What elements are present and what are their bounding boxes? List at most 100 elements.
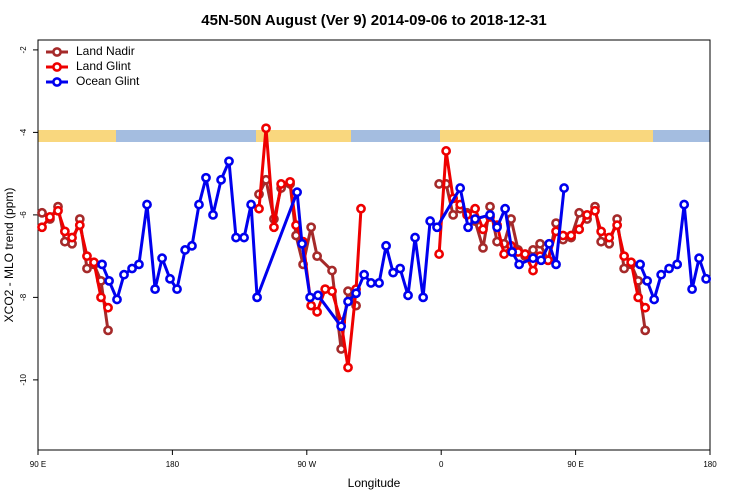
y-tick-label: -8 (19, 293, 28, 301)
data-point (619, 263, 630, 274)
data-point (551, 259, 561, 270)
data-point (297, 238, 307, 249)
data-point (285, 176, 295, 187)
data-point (388, 267, 399, 278)
data-point (528, 265, 538, 276)
x-tick-label: 180 (166, 460, 180, 469)
data-point (582, 209, 592, 220)
data-point (596, 226, 607, 237)
land-ocean-strip (38, 130, 710, 142)
x-tick-label: 90 W (297, 460, 316, 469)
data-point (351, 288, 361, 299)
data-point (633, 292, 644, 303)
data-point (366, 278, 376, 288)
data-point (261, 123, 271, 134)
data-point (127, 263, 137, 274)
data-point (551, 218, 561, 229)
data-point (172, 284, 182, 295)
data-point (112, 294, 122, 305)
data-point (434, 249, 445, 259)
data-point (97, 259, 107, 270)
data-point (418, 292, 429, 303)
data-point (664, 263, 674, 274)
data-point (499, 249, 509, 259)
data-point (180, 245, 190, 255)
data-point (67, 232, 77, 243)
data-point (381, 240, 391, 251)
data-point (201, 172, 211, 183)
data-point (520, 249, 531, 259)
data-point (246, 199, 256, 210)
legend-marker (52, 77, 62, 87)
data-point (536, 255, 547, 266)
data-point (619, 251, 630, 262)
y-tick-label: -2 (19, 46, 28, 54)
chart-title: 45N-50N August (Ver 9) 2014-09-06 to 201… (201, 12, 546, 29)
data-point (89, 257, 99, 268)
data-point (470, 203, 480, 214)
data-point (327, 286, 337, 297)
data-point (528, 253, 538, 264)
data-point (448, 209, 459, 220)
x-tick-label: 0 (439, 460, 444, 469)
data-point (455, 183, 466, 193)
data-point (410, 232, 420, 243)
legend-marker (52, 62, 62, 72)
land-segment (38, 130, 116, 142)
data-point (142, 199, 152, 210)
data-point (604, 232, 615, 243)
data-point (535, 238, 545, 249)
legend-label: Land Nadir (76, 44, 135, 58)
data-point (463, 222, 473, 233)
data-point (231, 232, 241, 243)
data-point (103, 302, 113, 313)
data-point (74, 220, 85, 231)
data-point (208, 209, 218, 220)
data-point (485, 209, 495, 220)
data-point (432, 222, 442, 233)
data-point (37, 222, 47, 233)
data-point (194, 199, 204, 210)
data-point (53, 205, 63, 216)
x-axis-label: Longitude (348, 476, 401, 490)
data-point (165, 273, 175, 284)
data-point (359, 269, 370, 280)
data-point (292, 187, 302, 198)
data-point (327, 265, 337, 276)
data-point (187, 240, 197, 251)
y-tick-label: -6 (19, 211, 28, 219)
data-point (478, 224, 488, 235)
data-point (305, 292, 315, 303)
data-point (649, 294, 660, 305)
data-point (59, 226, 70, 237)
data-point (590, 205, 600, 216)
data-point (626, 257, 637, 268)
data-point (104, 275, 114, 286)
data-point (694, 253, 704, 264)
data-point (37, 207, 47, 218)
ocean-segment (351, 130, 440, 142)
data-point (544, 238, 555, 249)
data-point (269, 222, 279, 233)
data-point (528, 245, 538, 255)
y-tick-label: -4 (19, 128, 28, 136)
data-point (224, 156, 234, 167)
x-tick-label: 90 E (567, 460, 583, 469)
data-point (276, 179, 287, 189)
data-point (306, 222, 317, 233)
data-point (559, 183, 570, 193)
data-point (640, 302, 651, 313)
data-point (425, 216, 436, 226)
x-tick-label: 180 (703, 460, 717, 469)
data-point (343, 362, 353, 373)
data-point (574, 207, 585, 218)
data-point (343, 286, 353, 297)
plot-frame (37, 39, 711, 451)
data-point (374, 278, 384, 288)
y-tick-label: -10 (19, 374, 28, 386)
data-point (157, 253, 167, 264)
data-point (313, 290, 323, 301)
data-point (82, 251, 92, 262)
data-point (119, 269, 129, 280)
data-point (596, 236, 607, 247)
